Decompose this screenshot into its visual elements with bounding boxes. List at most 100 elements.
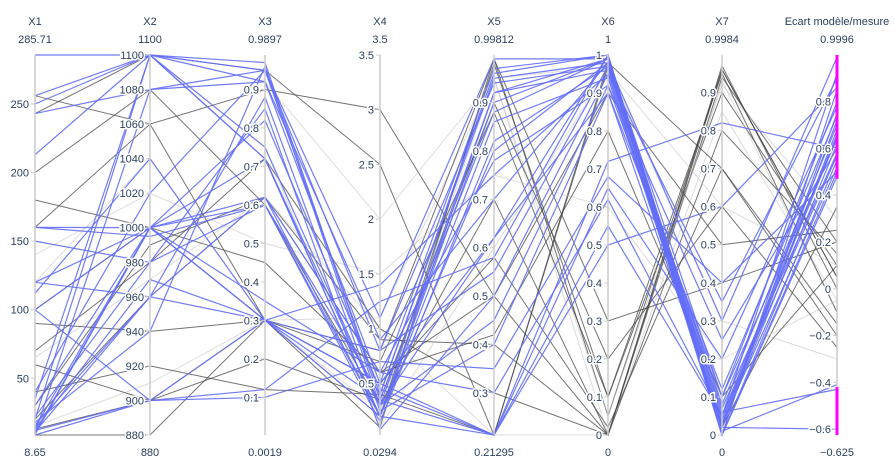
axis-tick-label: 0.4	[816, 190, 831, 202]
highlighted-line	[34, 73, 838, 322]
axis-tick-label: 1100	[120, 50, 144, 62]
axis: 0.1 0.2 0.3 0.4 0.5 0.6 0.7 0.8 0.9 X3 0.9897 0.001…	[242, 16, 282, 459]
highlighted-line	[34, 54, 838, 422]
axis-tick-label: −0.4	[809, 377, 831, 389]
axis-tick-label: 0.7	[701, 164, 716, 176]
axis: 50 100 150 200 250 X1 285.71 8.65	[9, 16, 52, 459]
highlighted-line	[34, 56, 838, 434]
axis-tick-label: 0.6	[816, 143, 831, 155]
axis-tick-label: 1040	[120, 154, 144, 166]
axis-tick-label: 1080	[120, 85, 144, 97]
axis-tick-label: 0.3	[701, 316, 716, 328]
axis-tick-label: 0.7	[244, 161, 259, 173]
highlighted-line	[34, 171, 838, 431]
axis-title: X2	[143, 16, 156, 28]
highlighted-line	[34, 84, 838, 399]
axis-tick-label: 0.5	[473, 291, 488, 303]
axis-range-min: −0.625	[820, 447, 854, 459]
context-line	[34, 129, 838, 398]
highlighted-line	[34, 54, 838, 426]
highlighted-line	[34, 122, 838, 436]
highlighted-line	[34, 58, 838, 436]
highlighted-line	[34, 53, 838, 418]
axis-range-max: 3.5	[372, 34, 387, 46]
axis-tick-label: 0.6	[587, 202, 602, 214]
axis-tick-label: 0.6	[701, 202, 716, 214]
axis-tick-label: 980	[126, 257, 144, 269]
axis-tick-label: 0.3	[587, 316, 602, 328]
axis-tick-label: 0.6	[244, 200, 259, 212]
axis-tick-label: 0.4	[473, 339, 488, 351]
axis-tick-label: 50	[17, 373, 29, 385]
axis-tick-label: 1060	[120, 119, 144, 131]
axis-tick-label: 0.2	[244, 354, 259, 366]
axis-tick-label: 3	[368, 105, 374, 117]
context-line	[34, 101, 838, 402]
axis-tick-label: 0.5	[244, 238, 259, 250]
axis-tick-label: 0.5	[701, 240, 716, 252]
axis-tick-label: 250	[11, 99, 29, 111]
axis-tick-label: 100	[11, 305, 29, 317]
axis-tick-label: 0.7	[473, 194, 488, 206]
axis-tick-label: 200	[11, 168, 29, 180]
axis-title: X1	[28, 16, 41, 28]
axis-range-max: 0.9996	[820, 34, 854, 46]
axis-title: X5	[487, 16, 500, 28]
axis-tick-label: 1020	[120, 188, 144, 200]
axis-tick-label: 2	[368, 214, 374, 226]
axis-tick-label: 0	[825, 284, 831, 296]
axis-tick-label: 940	[126, 326, 144, 338]
axis-tick-label: 0.2	[816, 237, 831, 249]
axis: 0 0.1 0.2 0.3 0.4 0.5 0.6 0.7 0.8 0.9 1 X6 1 0	[585, 16, 615, 459]
axis-tick-label: 0.6	[473, 243, 488, 255]
axis: −0.6 −0.4 −0.2 0 0.2 0.4 0.6 0.8 Ecart modèle/me…	[785, 16, 890, 459]
axis-tick-label: 0	[596, 430, 602, 442]
axis-tick-label: 0.4	[587, 278, 602, 290]
axis-tick-label: 150	[11, 236, 29, 248]
axis-tick-label: 0.8	[244, 123, 259, 135]
highlighted-line	[34, 64, 838, 413]
context-line	[34, 54, 838, 429]
highlighted-line	[34, 73, 838, 434]
axis-tick-label: 0.1	[587, 392, 602, 404]
axis: 880 900 920 940 960 980 1000 1020 1040 1060 1080 11…	[118, 16, 162, 459]
axis-range-min: 8.65	[24, 447, 45, 459]
axis-tick-label: 0.4	[701, 278, 716, 290]
axis-tick-label: −0.2	[809, 331, 831, 343]
context-line	[34, 68, 838, 437]
axis-tick-label: 1000	[120, 223, 144, 235]
axis-range-min: 0.0019	[248, 447, 282, 459]
axis-tick-label: 960	[126, 292, 144, 304]
axis-range-min: 0.21295	[474, 447, 514, 459]
axis-range-max: 0.99812	[474, 34, 514, 46]
axis-range-max: 1100	[138, 34, 162, 46]
axis-title: Ecart modèle/mesure	[785, 16, 890, 28]
context-line	[34, 110, 838, 436]
axis-tick-label: −0.6	[809, 424, 831, 436]
axis-range-max: 0.9984	[705, 34, 739, 46]
axis: 0.5 1 1.5 2 2.5 3 3.5 X4 3.5 0.0294	[357, 16, 397, 459]
axis-title: X3	[258, 16, 271, 28]
axis-tick-label: 900	[126, 395, 144, 407]
axis-tick-label: 1.5	[359, 269, 374, 281]
axis-range-min: 880	[141, 447, 159, 459]
axis-tick-label: 1	[596, 50, 602, 62]
axis-tick-label: 0.8	[587, 126, 602, 138]
axis-tick-label: 0.9	[244, 85, 259, 97]
axis-tick-label: 0.3	[473, 388, 488, 400]
axis-range-min: 0	[719, 447, 725, 459]
axis-range-min: 0.0294	[363, 447, 397, 459]
axis-range-max: 1	[605, 34, 611, 46]
axis-tick-label: 0.9	[701, 87, 716, 99]
axis-tick-label: 0.1	[701, 392, 716, 404]
axis-range-max: 285.71	[18, 34, 52, 46]
axis-tick-label: 920	[126, 361, 144, 373]
axis-tick-label: 0	[710, 430, 716, 442]
axis-tick-label: 0.2	[701, 354, 716, 366]
axis-tick-label: 880	[126, 430, 144, 442]
axis-tick-label: 0.9	[473, 97, 488, 109]
axis-tick-label: 2.5	[359, 159, 374, 171]
axis-tick-label: 0.9	[587, 88, 602, 100]
axis-tick-label: 0.1	[244, 392, 259, 404]
